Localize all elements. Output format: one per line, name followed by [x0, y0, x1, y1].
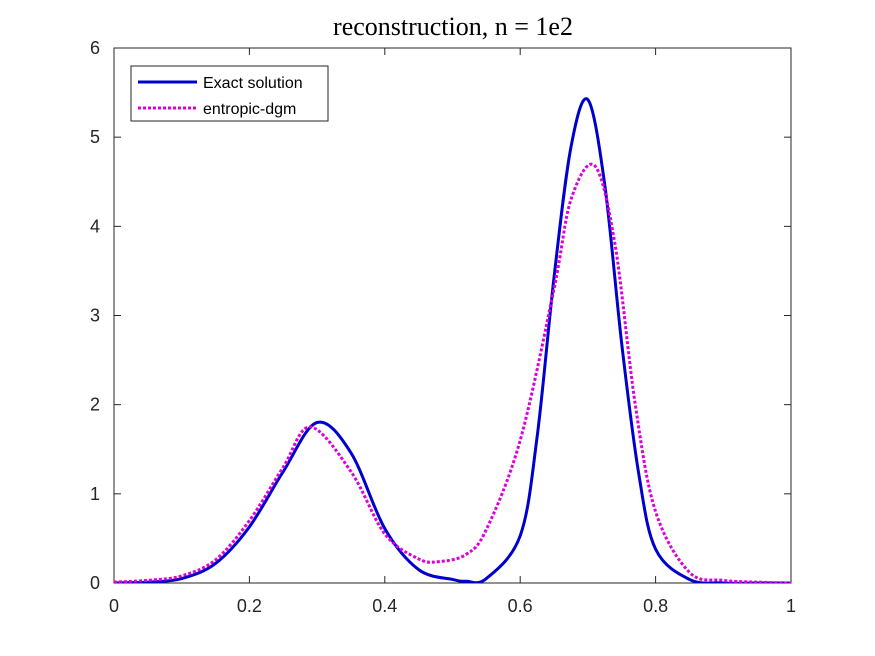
y-tick-label: 1: [90, 484, 100, 504]
y-tick-label: 4: [90, 216, 100, 236]
x-tick-label: 0.4: [372, 596, 397, 616]
x-tick-label: 0: [109, 596, 119, 616]
y-tick-label: 0: [90, 573, 100, 593]
plot-area: 0 0.2 0.4 0.6 0.8 1 0 1 2 3 4 5 6: [90, 38, 796, 616]
axes-box: [113, 47, 792, 584]
x-tick-label: 1: [786, 596, 796, 616]
x-tick-label: 0.8: [643, 596, 668, 616]
y-tick-label: 6: [90, 38, 100, 58]
x-tick-label: 0.6: [508, 596, 533, 616]
legend-box: [130, 65, 329, 122]
series-line-exact-solution: [114, 97, 791, 583]
y-tick-label: 3: [90, 306, 100, 326]
y-tick-label: 2: [90, 395, 100, 415]
chart-title: reconstruction, n = 1e2: [333, 12, 573, 41]
y-tick-label: 5: [90, 127, 100, 147]
legend-label: Exact solution: [203, 75, 303, 92]
legend: Exact solution entropic-dgm: [130, 65, 329, 122]
series-line-entropic-dgm: [114, 162, 791, 583]
x-tick-label: 0.2: [237, 596, 262, 616]
legend-label: entropic-dgm: [203, 101, 296, 118]
